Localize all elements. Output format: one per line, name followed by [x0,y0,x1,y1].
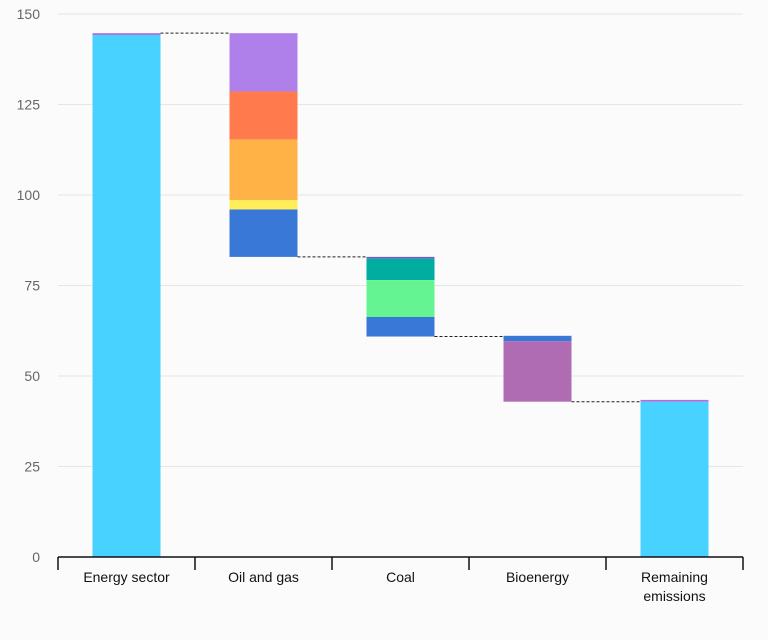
bar-segment [366,280,435,317]
bar-segment [366,316,435,337]
bar-segment [366,258,435,281]
x-category-label-line: Remaining [641,569,708,585]
bar-oil-and-gas [229,33,298,257]
bar-energy-sector [92,33,161,558]
x-category-label-line: Energy sector [83,569,170,585]
y-tick-label: 125 [17,97,41,113]
y-axis-ticks: 0 25 50 75 100 125 150 [17,6,41,565]
bar-bioenergy [503,335,572,402]
bar-remaining-emissions [640,399,709,557]
bar-segment [229,200,298,210]
x-axis-labels: Energy sector Oil and gas Coal Bioenergy Rem… [83,569,708,604]
y-tick-label: 50 [24,368,40,384]
x-category-label-line: Coal [386,569,415,585]
y-tick-label: 75 [24,278,40,294]
bar-segment [92,34,161,558]
bar-segment [640,401,709,557]
bar-layer [92,33,709,558]
x-category-label-line: emissions [643,588,705,604]
bar-coal [366,256,435,337]
bar-segment [229,139,298,201]
bar-segment [229,91,298,140]
y-tick-label: 100 [17,187,41,203]
x-category-label: Energy sector [83,569,170,585]
x-category-label-line: Bioenergy [506,569,569,585]
x-category-label: Remaining emissions [641,569,708,604]
connector-layer [160,32,641,403]
x-category-label: Coal [386,569,415,585]
bar-segment [366,256,435,259]
bar-segment [229,209,298,257]
bar-segment [229,33,298,92]
y-tick-label: 0 [32,549,40,565]
x-axis [57,556,744,570]
bar-segment [503,335,572,342]
grid-layer [58,13,743,467]
y-tick-label: 25 [24,459,40,475]
bar-segment [503,341,572,402]
x-category-label: Bioenergy [506,569,569,585]
x-category-label-line: Oil and gas [228,569,299,585]
x-category-label: Oil and gas [228,569,299,585]
bar-segment [92,33,161,35]
y-tick-label: 150 [17,6,41,22]
bar-segment [640,399,709,402]
